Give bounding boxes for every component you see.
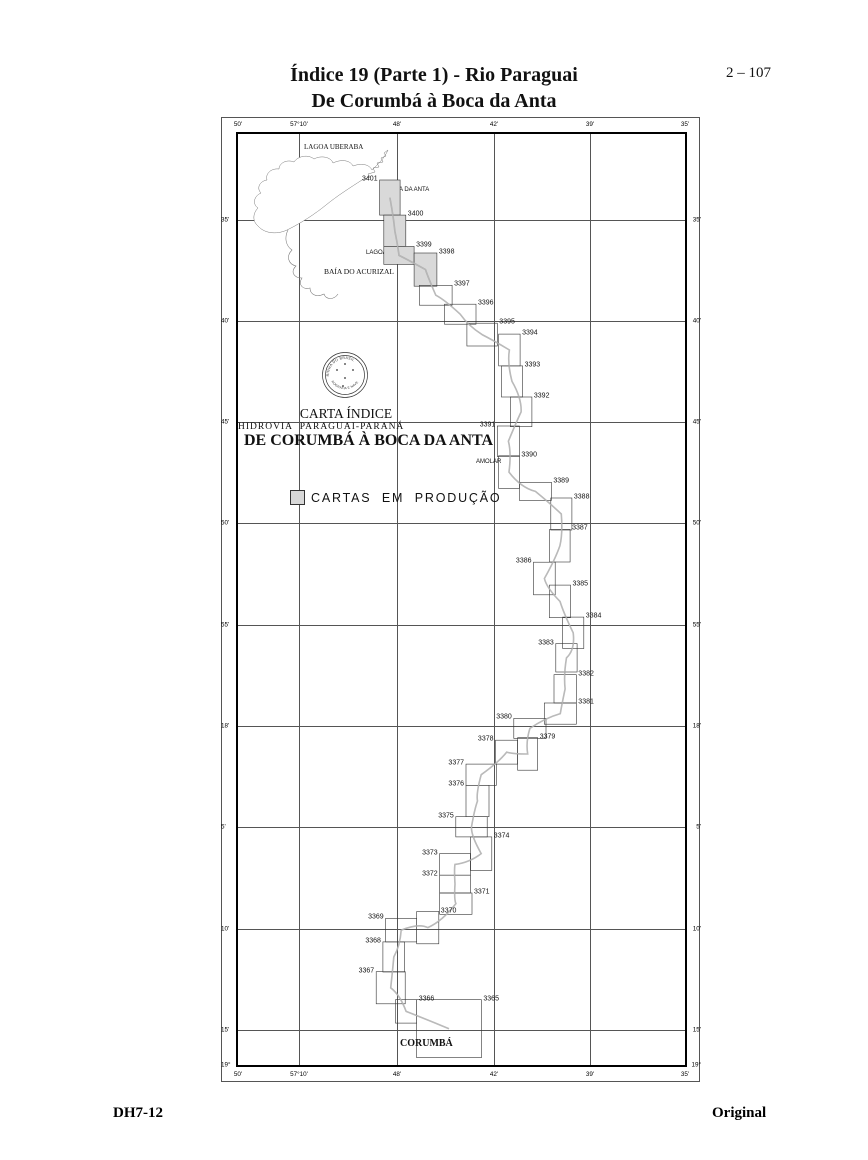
svg-text:MARINHA DO BRASIL: MARINHA DO BRASIL bbox=[321, 351, 355, 376]
